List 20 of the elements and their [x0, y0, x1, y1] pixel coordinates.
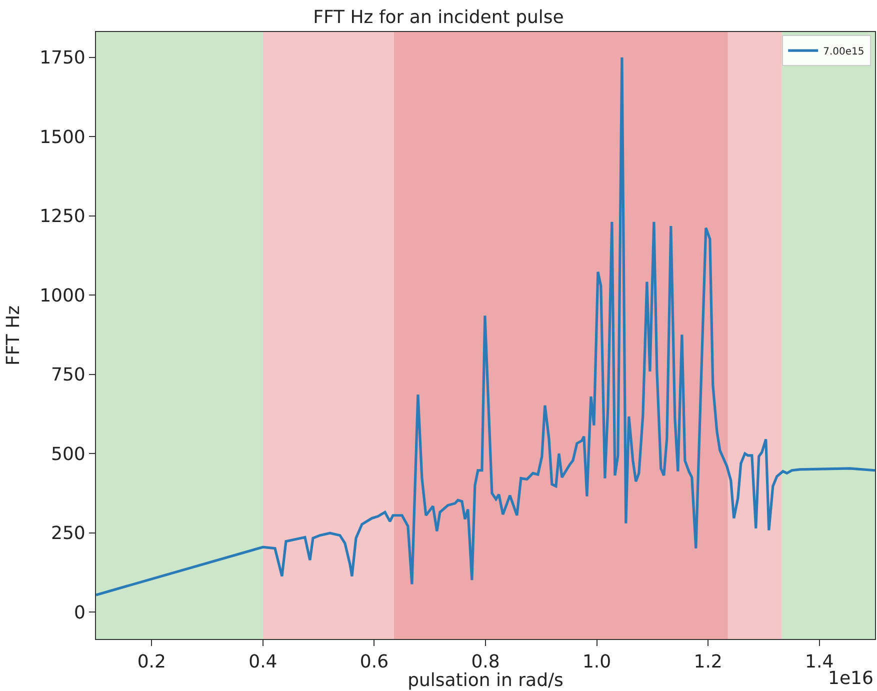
text: 1e16	[828, 668, 874, 689]
legend-label: 7.00e15	[823, 46, 864, 58]
x-tick-label: 0.8	[471, 652, 500, 673]
line-series	[96, 56, 875, 596]
x-tick-label: 0.4	[248, 652, 278, 673]
y-tick-label: 1250	[40, 206, 86, 228]
y-tick-label: 250	[51, 523, 86, 544]
x-axis-title: pulsation in rad/s	[408, 670, 564, 691]
y-tick-label: 1750	[40, 48, 86, 69]
y-tick-label: 750	[51, 364, 86, 386]
x-tick-label: 1.0	[582, 652, 612, 673]
y-tick-label: 1500	[40, 126, 86, 148]
x-tick-label: 0.6	[360, 652, 389, 673]
y-tick-label: 1000	[40, 285, 86, 306]
y-tick-label: 0	[74, 602, 86, 624]
x-tick-label: 0.2	[137, 652, 166, 673]
x-tick-label: 1.2	[694, 652, 722, 673]
y-tick-label: 500	[51, 444, 86, 465]
chart-title: FFT Hz for an incident pulse	[313, 6, 564, 28]
y-axis-title: FFT Hz	[2, 305, 24, 366]
